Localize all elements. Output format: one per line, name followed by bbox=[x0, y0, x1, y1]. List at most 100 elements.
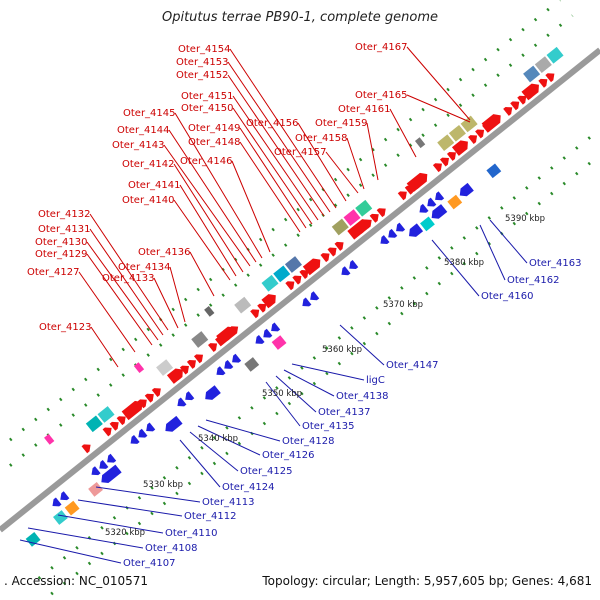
gene-feature bbox=[299, 270, 309, 279]
gene-label: Oter_4108 bbox=[145, 543, 198, 554]
gene-feature bbox=[376, 208, 386, 218]
backbone-group bbox=[0, 47, 600, 533]
gene-label: Oter_4123 bbox=[39, 322, 92, 333]
leader-line bbox=[86, 253, 153, 346]
leader-line bbox=[173, 163, 244, 273]
gene-feature bbox=[292, 275, 302, 285]
gene-feature bbox=[193, 354, 204, 364]
leader-line bbox=[229, 48, 337, 209]
gene-feature bbox=[409, 223, 424, 237]
gene-feature bbox=[146, 422, 156, 432]
gene-label: Oter_4135 bbox=[302, 421, 355, 432]
gene-feature bbox=[302, 258, 321, 276]
gene-label: Oter_4126 bbox=[262, 450, 315, 461]
gene-feature bbox=[102, 427, 112, 437]
gene-feature bbox=[97, 406, 115, 423]
leader-line bbox=[27, 527, 144, 549]
gene-feature bbox=[64, 500, 80, 516]
leader-line bbox=[366, 122, 379, 181]
gene-feature bbox=[244, 357, 260, 372]
gene-feature bbox=[25, 532, 41, 547]
gene-feature bbox=[388, 228, 398, 238]
leader-line bbox=[189, 431, 239, 472]
gene-feature bbox=[284, 256, 302, 273]
gene-feature bbox=[121, 400, 143, 421]
gene-feature bbox=[109, 421, 119, 431]
gene-label: Oter_4157 bbox=[274, 147, 327, 158]
gene-feature bbox=[447, 194, 463, 210]
tick-label: 5340 kbp bbox=[198, 434, 238, 444]
gene-feature bbox=[446, 151, 457, 161]
gene-label: Oter_4156 bbox=[246, 118, 299, 129]
accession-text: . Accession: NC_010571 bbox=[4, 574, 149, 588]
gene-feature bbox=[459, 182, 474, 197]
gene-feature bbox=[435, 191, 445, 201]
leader-line bbox=[479, 224, 506, 281]
gene-feature bbox=[144, 393, 154, 403]
leader-line bbox=[275, 375, 317, 413]
gene-feature bbox=[179, 365, 189, 375]
leader-line bbox=[239, 127, 307, 229]
leader-line bbox=[169, 266, 186, 323]
gene-label: Oter_4129 bbox=[35, 249, 88, 260]
gene-label: Oter_4145 bbox=[123, 108, 176, 119]
gene-feature bbox=[91, 466, 101, 476]
gene-feature bbox=[250, 309, 260, 319]
tick-label: 5360 kbp bbox=[322, 345, 362, 355]
leader-line bbox=[346, 137, 365, 190]
gene-label: Oter_4161 bbox=[338, 104, 391, 115]
gene-feature bbox=[380, 235, 390, 244]
map-title: Opitutus terrae PB90-1, complete genome bbox=[161, 10, 439, 25]
tick-dot-track bbox=[0, 0, 561, 450]
gene-feature bbox=[343, 209, 361, 227]
gene-label: Oter_4150 bbox=[181, 103, 234, 114]
gene-feature bbox=[419, 203, 429, 213]
gene-feature bbox=[369, 213, 379, 223]
gene-label: Oter_4125 bbox=[240, 466, 293, 477]
gene-feature bbox=[331, 218, 349, 236]
gene-feature bbox=[538, 78, 548, 88]
gene-label: Oter_4137 bbox=[318, 407, 371, 418]
gene-label: Oter_4167 bbox=[355, 42, 408, 53]
leader-line bbox=[205, 419, 281, 442]
gene-feature bbox=[406, 172, 428, 193]
gene-features bbox=[25, 46, 564, 547]
leader-line bbox=[339, 324, 385, 366]
gene-feature bbox=[510, 101, 520, 111]
kbp-ticks: 5320 kbp 5330 kbp 5340 kbp 5350 kbp 5360 kbp… bbox=[105, 214, 545, 538]
leader-line bbox=[197, 425, 261, 456]
tick-label: 5390 kbp bbox=[505, 214, 545, 224]
gene-feature bbox=[81, 444, 91, 454]
gene-feature bbox=[347, 219, 370, 240]
gene-feature bbox=[468, 135, 478, 145]
gene-label: Oter_4158 bbox=[295, 133, 348, 144]
leader-line bbox=[431, 239, 480, 297]
leader-line bbox=[489, 219, 528, 264]
leader-line bbox=[19, 539, 122, 564]
gene-label: Oter_4133 bbox=[102, 273, 155, 284]
gene-feature bbox=[44, 434, 55, 445]
genome-summary-text: Topology: circular; Length: 5,957,605 bp… bbox=[262, 574, 592, 588]
gene-feature bbox=[320, 253, 330, 263]
leader-line bbox=[325, 151, 359, 194]
gene-label: Oter_4131 bbox=[38, 224, 91, 235]
gene-feature bbox=[138, 428, 148, 438]
tick-dot-track bbox=[0, 14, 574, 476]
gene-label: Oter_4124 bbox=[222, 482, 275, 493]
gene-label: Oter_4138 bbox=[336, 391, 389, 402]
gene-label: Oter_4144 bbox=[117, 125, 170, 136]
gene-feature bbox=[486, 163, 502, 179]
leader-line bbox=[406, 94, 471, 123]
gene-label: Oter_4112 bbox=[184, 511, 237, 522]
gene-label: Oter_4165 bbox=[355, 90, 408, 101]
leader-line bbox=[189, 251, 215, 297]
gene-feature bbox=[503, 107, 513, 116]
gene-feature bbox=[151, 388, 161, 398]
gene-feature bbox=[521, 83, 539, 101]
leader-line bbox=[232, 107, 313, 225]
gene-label: Oter_4149 bbox=[188, 123, 241, 134]
gene-feature bbox=[545, 73, 555, 83]
leader-line bbox=[89, 213, 169, 331]
gene-feature bbox=[85, 415, 103, 433]
